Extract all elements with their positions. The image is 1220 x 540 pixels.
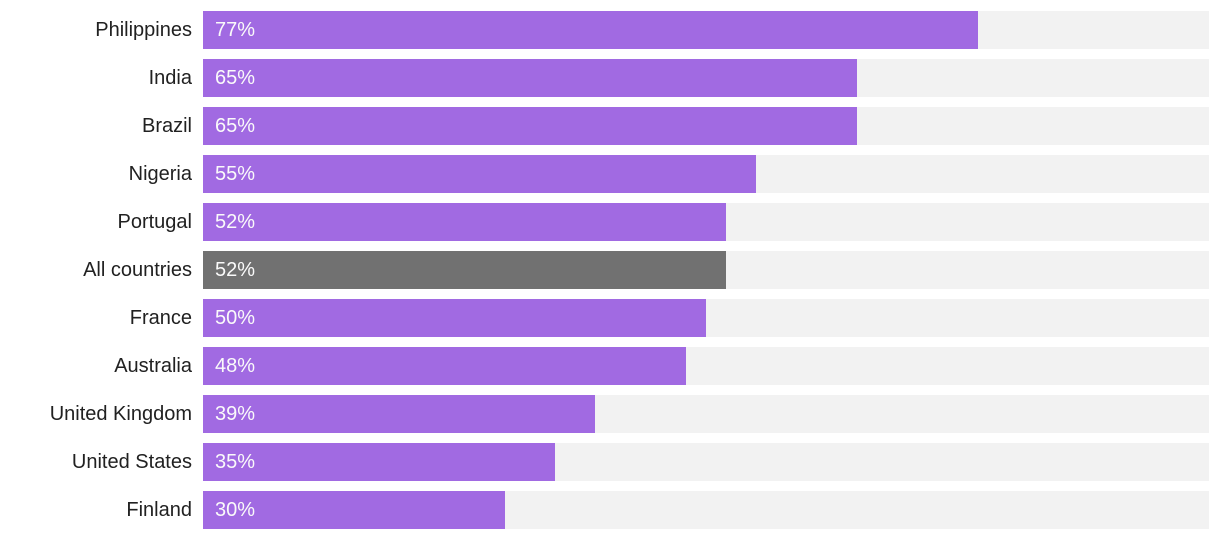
- bar-track: 65%: [203, 59, 1209, 97]
- chart-row: United States 35%: [0, 443, 1209, 481]
- bar-track: 35%: [203, 443, 1209, 481]
- value-label: 77%: [215, 19, 256, 41]
- bar: 35%: [203, 443, 556, 481]
- category-label: France: [129, 307, 192, 329]
- chart-row: Brazil 65%: [0, 107, 1209, 145]
- category-label: Nigeria: [128, 163, 192, 185]
- category-label: United Kingdom: [49, 403, 192, 425]
- bar-track: 50%: [203, 299, 1209, 337]
- value-label: 55%: [215, 163, 256, 185]
- bar: 39%: [203, 395, 596, 433]
- bar-track: 55%: [203, 155, 1209, 193]
- bar-track: 30%: [203, 491, 1209, 529]
- category-label: Finland: [126, 499, 192, 521]
- chart-row: France 50%: [0, 299, 1209, 337]
- bar-track: 77%: [203, 11, 1209, 49]
- chart-rows: Philippines 77% India 65% Brazil 65% Nigeria 55…: [0, 11, 1209, 529]
- chart-row: Philippines 77%: [0, 11, 1209, 49]
- category-label: United States: [71, 451, 192, 473]
- value-label: 65%: [215, 115, 256, 137]
- value-label: 30%: [215, 499, 256, 521]
- category-label: Australia: [114, 355, 192, 377]
- value-label: 52%: [215, 259, 256, 281]
- value-label: 39%: [215, 403, 256, 425]
- category-label: Philippines: [95, 19, 192, 41]
- value-label: 35%: [215, 451, 256, 473]
- chart-row: United Kingdom 39%: [0, 395, 1209, 433]
- bar: 52%: [203, 203, 727, 241]
- bar-highlighted: 52%: [203, 251, 727, 289]
- category-label: India: [148, 67, 192, 89]
- chart-row: Australia 48%: [0, 347, 1209, 385]
- bar-track: 52%: [203, 203, 1209, 241]
- value-label: 48%: [215, 355, 256, 377]
- bar: 65%: [203, 107, 857, 145]
- bar-track: 48%: [203, 347, 1209, 385]
- bar-track: 65%: [203, 107, 1209, 145]
- bar-track: 52%: [203, 251, 1209, 289]
- bar: 55%: [203, 155, 757, 193]
- value-label: 52%: [215, 211, 256, 233]
- bar: 48%: [203, 347, 686, 385]
- bar: 30%: [203, 491, 505, 529]
- category-label: Portugal: [117, 211, 193, 233]
- chart-row: Finland 30%: [0, 491, 1209, 529]
- value-label: 65%: [215, 67, 256, 89]
- bar: 77%: [203, 11, 978, 49]
- chart-row: Nigeria 55%: [0, 155, 1209, 193]
- category-label: Brazil: [141, 115, 192, 137]
- chart-row: All countries 52%: [0, 251, 1209, 289]
- chart-row: India 65%: [0, 59, 1209, 97]
- bar: 50%: [203, 299, 706, 337]
- chart-row: Portugal 52%: [0, 203, 1209, 241]
- value-label: 50%: [215, 307, 256, 329]
- category-label: All countries: [83, 259, 192, 281]
- bar-track: 39%: [203, 395, 1209, 433]
- bar: 65%: [203, 59, 857, 97]
